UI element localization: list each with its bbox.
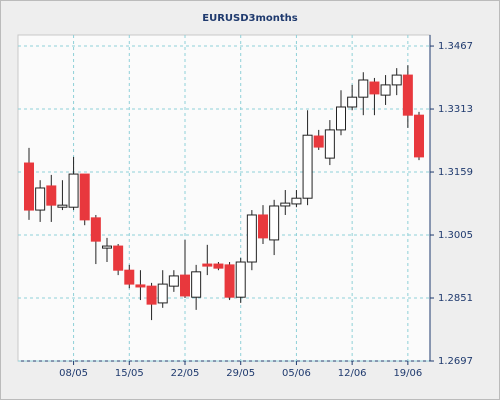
candle-body	[102, 245, 112, 249]
candle-body	[168, 275, 179, 287]
candle-body	[90, 217, 101, 242]
candle-body	[224, 264, 235, 298]
x-tick-label: 05/06	[282, 368, 311, 379]
x-tick-label: 12/06	[338, 368, 367, 379]
candle-body	[124, 269, 135, 285]
candle-body	[358, 79, 369, 98]
candle-body	[157, 283, 168, 304]
candle-body	[280, 202, 291, 207]
candle-body	[135, 284, 146, 288]
candle-body	[369, 81, 380, 95]
candle-body	[146, 285, 157, 305]
candle-body	[202, 263, 213, 267]
chart-title: EURUSD3months	[202, 13, 298, 24]
candle-body	[302, 134, 313, 199]
candle-body	[246, 214, 257, 263]
x-tick-label: 15/05	[115, 368, 144, 379]
candle-body	[35, 187, 46, 211]
x-tick-label: 08/05	[59, 368, 88, 379]
candle-body	[113, 245, 124, 271]
x-tick-label: 19/06	[393, 368, 422, 379]
candle-body	[414, 114, 424, 158]
candle-body	[269, 205, 280, 241]
candle-body	[24, 162, 34, 211]
candle-body	[213, 263, 224, 269]
y-tick-label: 1.3313	[438, 104, 473, 115]
y-tick-label: 1.3467	[438, 41, 473, 52]
y-tick-label: 1.3005	[438, 230, 473, 241]
candle-body	[313, 135, 324, 148]
y-tick-label: 1.2697	[438, 356, 473, 367]
candle-body	[68, 173, 79, 208]
candle-body	[46, 185, 57, 206]
y-tick-label: 1.2851	[438, 293, 473, 304]
candle-body	[380, 84, 391, 96]
candle-body	[402, 74, 413, 116]
y-tick-label: 1.3159	[438, 167, 473, 178]
candle-body	[336, 106, 346, 131]
candle-body	[57, 204, 68, 208]
candle-body	[180, 274, 190, 297]
candle-body	[191, 271, 202, 298]
candle-body	[258, 214, 268, 239]
candle-body	[347, 96, 358, 108]
x-tick-label: 22/05	[171, 368, 200, 379]
candle-body	[324, 129, 335, 159]
candle-body	[391, 74, 402, 86]
x-tick-label: 29/05	[226, 368, 255, 379]
candle-body	[291, 197, 302, 205]
candle-body	[79, 173, 90, 221]
candle-body	[235, 261, 246, 298]
